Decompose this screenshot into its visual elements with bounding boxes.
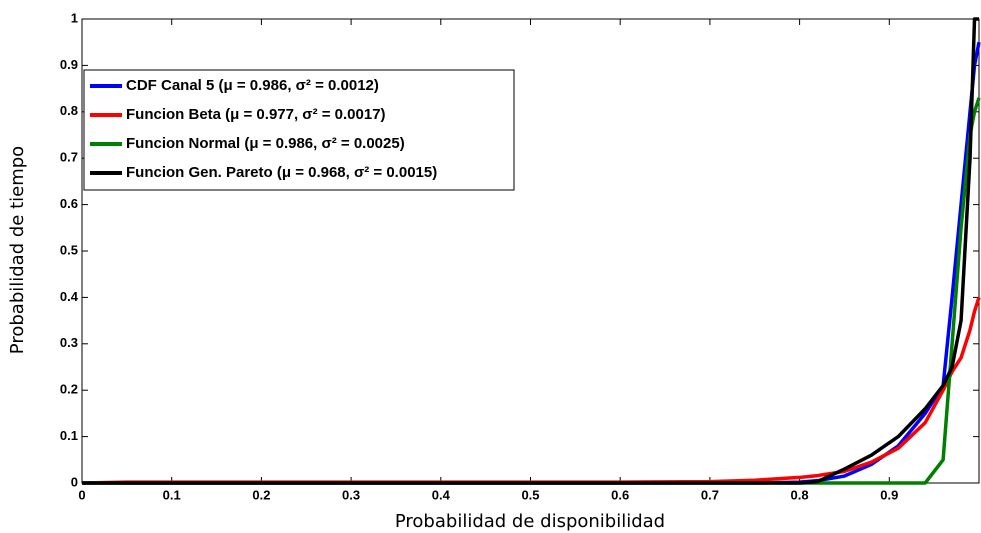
y-tick-label: 0.3 [60, 335, 78, 350]
x-tick-label: 0.2 [252, 487, 270, 502]
y-tick-label: 0.7 [60, 150, 78, 165]
legend-box [83, 69, 515, 191]
y-tick-label: 0.5 [60, 242, 78, 257]
series-line [82, 17, 979, 485]
y-tick-label: 0.4 [60, 289, 79, 304]
y-tick-label: 0.2 [60, 382, 78, 397]
x-tick-label: 0 [78, 487, 85, 502]
y-tick-label: 0.9 [60, 57, 78, 72]
legend-text: CDF Canal 5 (μ = 0.986, σ² = 0.0012) [126, 77, 379, 94]
x-axis-label: Probabilidad de disponibilidad [395, 511, 665, 532]
x-tick-label: 0.7 [701, 487, 719, 502]
y-tick-label: 1 [71, 10, 78, 25]
x-tick-label: 0.9 [880, 487, 898, 502]
x-tick-label: 0.3 [342, 487, 360, 502]
x-tick-label: 0.4 [432, 487, 451, 502]
legend-text: Funcion Beta (μ = 0.977, σ² = 0.0017) [126, 106, 386, 123]
x-tick-label: 0.1 [163, 487, 181, 502]
y-tick-label: 0 [71, 474, 78, 489]
y-axis-label: Probabilidad de tiempo [7, 146, 28, 354]
y-tick-label: 0.6 [60, 196, 78, 211]
legend-text: Funcion Normal (μ = 0.986, σ² = 0.0025) [126, 135, 405, 152]
x-tick-label: 0.5 [521, 487, 539, 502]
legend-text: Funcion Gen. Pareto (μ = 0.968, σ² = 0.0… [126, 164, 437, 181]
y-tick-label: 0.1 [60, 428, 78, 443]
x-tick-label: 0.8 [791, 487, 809, 502]
y-tick-label: 0.8 [60, 103, 78, 118]
x-tick-label: 0.6 [611, 487, 629, 502]
